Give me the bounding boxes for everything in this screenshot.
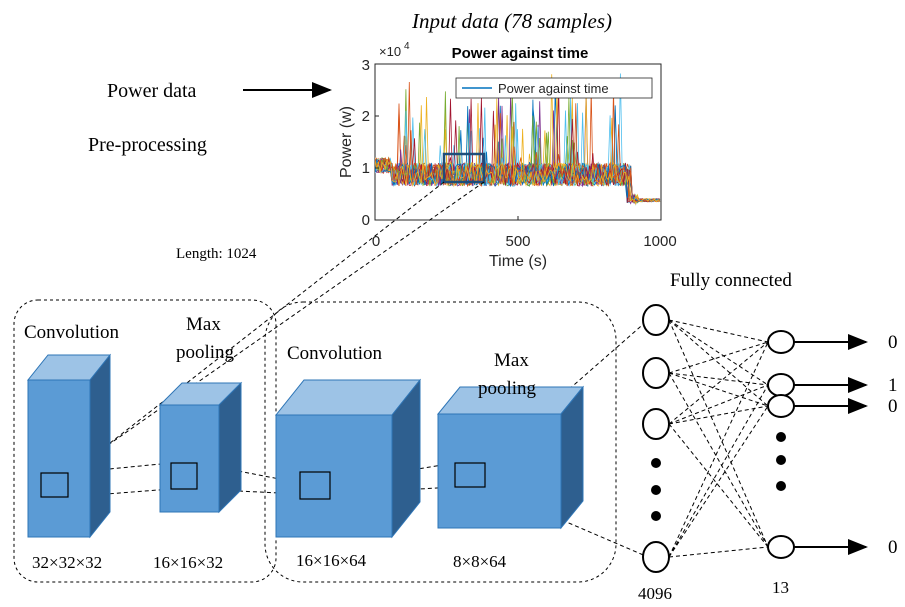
xtick-label: 0 [372,233,380,250]
input-data-title: Input data (78 samples) [411,9,612,33]
legend-label: Power against time [498,81,609,96]
xtick-label: 500 [505,233,530,250]
plot-legend [455,77,653,99]
exponent-prefix: ×10 [379,44,401,59]
fc-connections [668,319,769,558]
power-trace [375,98,661,204]
pool1-label-line1: Max [186,314,221,335]
fc-count-left: 4096 [638,584,672,603]
fc-node [767,535,795,559]
conv1-label: Convolution [24,322,120,343]
fc-output-value: 1 [888,375,898,396]
pool1-block [158,381,243,514]
exponent-power: 4 [404,41,410,52]
conv1-block [26,353,112,539]
plot-traces [375,73,661,206]
ytick-label: 0 [362,212,370,229]
fc-node [767,394,795,418]
fc-node [642,541,670,573]
ytick-label: 3 [362,57,370,74]
dim-label-3: 16×16×64 [296,551,367,570]
pool2-label-line1: Max [494,350,529,371]
dim-label-1: 32×32×32 [32,553,102,572]
xtick-label: 1000 [643,233,676,250]
fc-node [642,408,670,440]
preprocessing-label: Pre-processing [88,134,207,156]
fc-output-arrows [794,334,868,555]
dim-label-4: 8×8×64 [453,552,507,571]
fc-node [642,357,670,389]
fc-output-nodes [767,330,795,559]
dim-label-2: 16×16×32 [153,553,223,572]
fc-output-value: 0 [888,537,898,558]
fc-input-nodes [642,304,670,573]
power-trace [375,98,661,203]
fully-connected-title: Fully connected [670,270,792,291]
fc-node [767,330,795,354]
pool2-label-line2: pooling [478,378,537,399]
x-axis-label: Time (s) [489,253,547,270]
power-data-label: Power data [107,80,197,102]
fc-node [642,304,670,336]
fc-output-ellipsis [776,432,786,491]
power-plot: 0 1 2 3 0 500 1000 Time (s) Power (w) ×1… [338,41,677,270]
fc-output-value: 0 [888,332,898,353]
fc-node [767,373,795,397]
plot-title: Power against time [452,45,589,62]
ytick-label: 2 [362,108,370,125]
conv2-block [274,378,422,539]
y-axis-label: Power (w) [338,106,355,178]
fc-count-right: 13 [772,578,789,597]
ytick-label: 1 [362,160,370,177]
group-box-2 [264,301,617,583]
fc-input-ellipsis [651,458,661,521]
pool1-label-line2: pooling [176,342,235,363]
fc-output-value: 0 [888,396,898,417]
plot-zoom-box [442,152,486,184]
conv2-label: Convolution [287,343,383,364]
length-label: Length: 1024 [176,246,257,262]
pool2-block [436,385,585,530]
